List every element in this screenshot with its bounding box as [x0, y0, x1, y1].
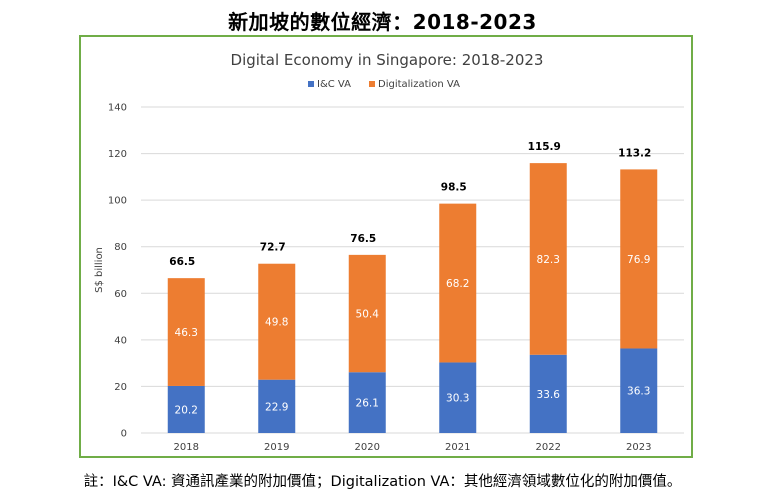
- x-tick-label: 2020: [355, 442, 380, 453]
- bar-segment: [620, 169, 658, 349]
- bar-segment: [439, 203, 477, 363]
- y-axis-label: S$ billion: [94, 247, 105, 293]
- legend-label: Digitalization VA: [378, 79, 460, 90]
- data-label: 82.3: [537, 254, 560, 266]
- x-tick-label: 2018: [174, 442, 199, 453]
- legend-item: Digitalization VA: [369, 79, 460, 90]
- x-axis: 2018 2019 2020 2021 2022 2023: [174, 442, 652, 453]
- total-label: 98.5: [441, 182, 467, 194]
- data-label: 20.2: [175, 404, 198, 416]
- footnote: 註：I&C VA: 資通訊產業的附加價值；Digitalization VA：其…: [83, 474, 682, 490]
- legend-item: I&C VA: [308, 79, 351, 90]
- bar-segment: [258, 263, 296, 380]
- data-label: 68.2: [446, 278, 469, 290]
- data-label: 46.3: [175, 327, 198, 339]
- legend-label: I&C VA: [317, 79, 351, 90]
- y-tick-label: 120: [108, 149, 127, 160]
- y-tick-label: 60: [114, 289, 127, 300]
- legend-swatch: [369, 81, 375, 87]
- bar-segment: [167, 385, 205, 433]
- data-label: 76.9: [627, 254, 650, 266]
- x-tick-label: 2022: [536, 442, 561, 453]
- y-axis: 0 20 40 60 80 100 120 140: [108, 103, 127, 440]
- y-tick-label: 80: [114, 242, 127, 253]
- bar-segment: [258, 379, 296, 433]
- bar-segment: [529, 163, 567, 355]
- bar-segment: [439, 362, 477, 433]
- total-label: 76.5: [350, 233, 376, 245]
- page-title: 新加坡的數位經濟：2018-2023: [228, 10, 537, 34]
- y-tick-label: 40: [114, 335, 127, 346]
- y-tick-label: 100: [108, 196, 127, 207]
- bar-segment: [620, 348, 658, 433]
- data-label: 49.8: [265, 317, 288, 329]
- stacked-bar-chart: Digital Economy in Singapore: 2018-2023 …: [94, 51, 684, 453]
- y-tick-label: 140: [108, 103, 127, 114]
- total-label: 72.7: [260, 242, 286, 254]
- total-label: 113.2: [618, 147, 651, 159]
- y-tick-label: 0: [121, 429, 127, 440]
- y-tick-label: 20: [114, 382, 127, 393]
- x-tick-label: 2019: [264, 442, 289, 453]
- bar-segment: [167, 278, 205, 386]
- chart-frame: Digital Economy in Singapore: 2018-2023 …: [79, 35, 693, 458]
- chart-legend: I&C VA Digitalization VA: [308, 79, 460, 90]
- data-label: 50.4: [356, 309, 380, 321]
- data-label: 33.6: [537, 389, 561, 401]
- legend-swatch: [308, 81, 314, 87]
- chart-gridlines: [141, 106, 684, 434]
- chart-title: Digital Economy in Singapore: 2018-2023: [231, 51, 544, 69]
- total-label: 66.5: [169, 256, 195, 268]
- data-label: 30.3: [446, 393, 469, 405]
- bar-segment: [348, 372, 386, 433]
- data-label: 22.9: [265, 401, 288, 413]
- bar-segment: [348, 254, 386, 373]
- data-label: 36.3: [627, 386, 650, 398]
- total-label: 115.9: [528, 141, 561, 153]
- x-tick-label: 2021: [445, 442, 470, 453]
- x-tick-label: 2023: [626, 442, 651, 453]
- bar-segment: [529, 354, 567, 433]
- data-label: 26.1: [356, 398, 379, 410]
- chart-bars: 20.2 46.3 66.5 22.9 49.8 72.7 26.1 50.4 76.5 30.3…: [167, 141, 658, 433]
